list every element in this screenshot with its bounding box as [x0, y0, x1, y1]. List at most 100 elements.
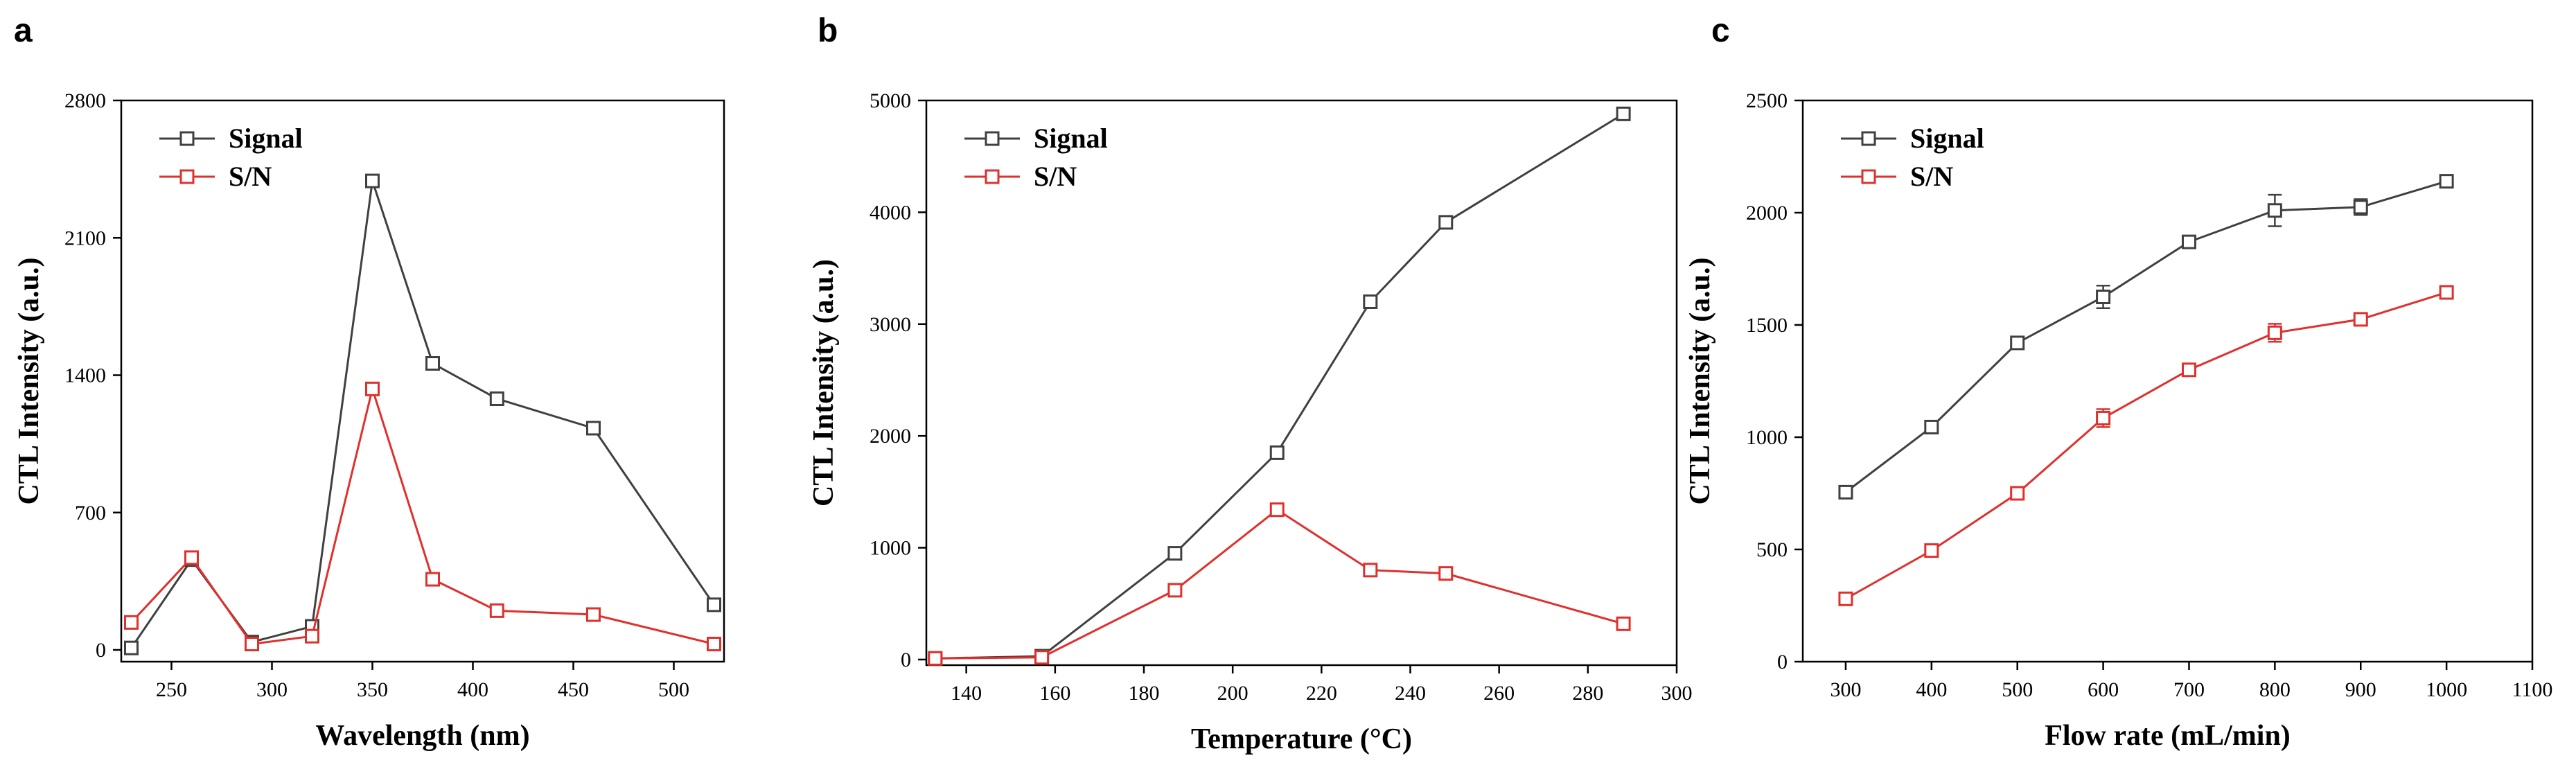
x-tick-label: 180: [1129, 682, 1160, 705]
x-tick-label: 250: [156, 678, 187, 701]
data-point: [1269, 445, 1285, 460]
series-line: [130, 385, 714, 646]
data-point: [2353, 200, 2368, 215]
series-line: [935, 113, 1624, 660]
y-tick-label: 1000: [870, 537, 911, 560]
x-axis-title: Temperature (°C): [1191, 723, 1412, 755]
x-tick-label: 450: [558, 678, 589, 701]
x-tick-label: 900: [2345, 678, 2376, 701]
y-tick-label: 1000: [1746, 426, 1788, 449]
x-tick-label: 500: [658, 678, 689, 701]
y-tick-label: 3000: [870, 313, 911, 336]
series-sn: [124, 381, 721, 652]
data-point: [707, 597, 721, 612]
plot-frame: [1801, 99, 2534, 663]
legend-label: Signal: [1034, 123, 1108, 154]
panel-label: b: [818, 12, 838, 49]
y-tick-label: 0: [901, 649, 911, 671]
y-tick-label: 700: [75, 502, 106, 524]
y-axis-title: CTL Intensity (a.u.): [808, 259, 840, 506]
data-point: [1167, 583, 1183, 598]
legend-marker: [985, 169, 1000, 184]
y-tick-label: 0: [1777, 651, 1788, 673]
x-tick-label: 700: [2173, 678, 2205, 701]
data-point: [1363, 294, 1378, 309]
legend-marker: [179, 131, 195, 146]
data-point: [586, 607, 601, 622]
legend-label: S/N: [1910, 161, 1953, 192]
series-line: [935, 508, 1624, 660]
legend-marker: [985, 131, 1000, 146]
x-tick-label: 160: [1039, 682, 1070, 705]
x-tick-label: 220: [1306, 682, 1337, 705]
y-tick-label: 2100: [64, 227, 106, 249]
panel-label: c: [1711, 12, 1730, 49]
data-point: [489, 603, 504, 618]
x-tick-label: 260: [1483, 682, 1515, 705]
data-point: [1924, 543, 1939, 558]
data-point: [2353, 312, 2368, 327]
data-point: [2010, 335, 2025, 351]
panel-label: a: [14, 12, 33, 49]
legend-marker: [1861, 169, 1876, 184]
series-line: [1845, 291, 2447, 600]
x-axis-title: Wavelength (nm): [315, 720, 529, 752]
data-point: [2096, 290, 2111, 304]
y-tick-label: 2800: [64, 89, 106, 112]
y-tick-label: 5000: [870, 89, 911, 112]
series-signal: [124, 173, 721, 655]
x-tick-label: 350: [357, 678, 388, 701]
data-point: [928, 651, 943, 666]
x-tick-label: 300: [1661, 682, 1693, 705]
data-point: [1269, 502, 1285, 518]
x-tick-label: 800: [2259, 678, 2291, 701]
x-tick-label: 240: [1395, 682, 1426, 705]
x-tick-label: 1100: [2512, 678, 2553, 701]
data-point: [425, 572, 440, 587]
legend-label: S/N: [1034, 161, 1077, 192]
data-point: [1838, 591, 1853, 606]
legend-label: Signal: [229, 123, 303, 154]
data-point: [124, 615, 139, 630]
data-point: [707, 637, 721, 652]
data-point: [1924, 419, 1939, 434]
data-point: [586, 421, 601, 436]
data-point: [1167, 546, 1183, 561]
data-point: [1438, 566, 1454, 581]
x-tick-label: 300: [256, 678, 288, 701]
y-tick-label: 500: [1756, 538, 1788, 561]
x-tick-label: 1000: [2426, 678, 2467, 701]
data-point: [2267, 203, 2282, 218]
data-point: [2439, 174, 2454, 189]
y-tick-label: 0: [96, 639, 106, 662]
chart-panel-a: a 250 300 350 400 450 500 0 700 1400 2100 2800 Wavel…: [13, 12, 725, 752]
series-sn: [928, 502, 1631, 666]
legend-marker: [179, 169, 195, 184]
y-axis-title: CTL Intensity (a.u.): [1684, 257, 1716, 504]
plot-frame: [120, 99, 725, 663]
data-point: [1034, 650, 1050, 665]
data-point: [305, 628, 319, 644]
y-tick-label: 2500: [1746, 89, 1788, 112]
x-tick-label: 500: [2002, 678, 2033, 701]
y-tick-label: 2000: [1746, 202, 1788, 224]
y-axis-title: CTL Intensity (a.u.): [13, 257, 45, 504]
series-signal: [1838, 174, 2454, 500]
x-tick-label: 280: [1572, 682, 1603, 705]
data-point: [2096, 410, 2111, 425]
series-line: [1845, 180, 2447, 493]
y-tick-label: 1400: [64, 364, 106, 387]
chart-panel-c: c 300 400 500 600 700 800 900 1000 1100 0 500 1000 15…: [1684, 12, 2552, 752]
legend-label: S/N: [229, 161, 272, 192]
x-tick-label: 400: [1916, 678, 1947, 701]
legend-marker: [1861, 131, 1876, 146]
series-sn: [1838, 285, 2454, 606]
data-point: [2181, 362, 2196, 378]
y-tick-label: 2000: [870, 425, 911, 448]
series-line: [130, 180, 715, 649]
data-point: [1616, 616, 1631, 631]
data-point: [1838, 484, 1853, 500]
x-tick-label: 600: [2088, 678, 2119, 701]
